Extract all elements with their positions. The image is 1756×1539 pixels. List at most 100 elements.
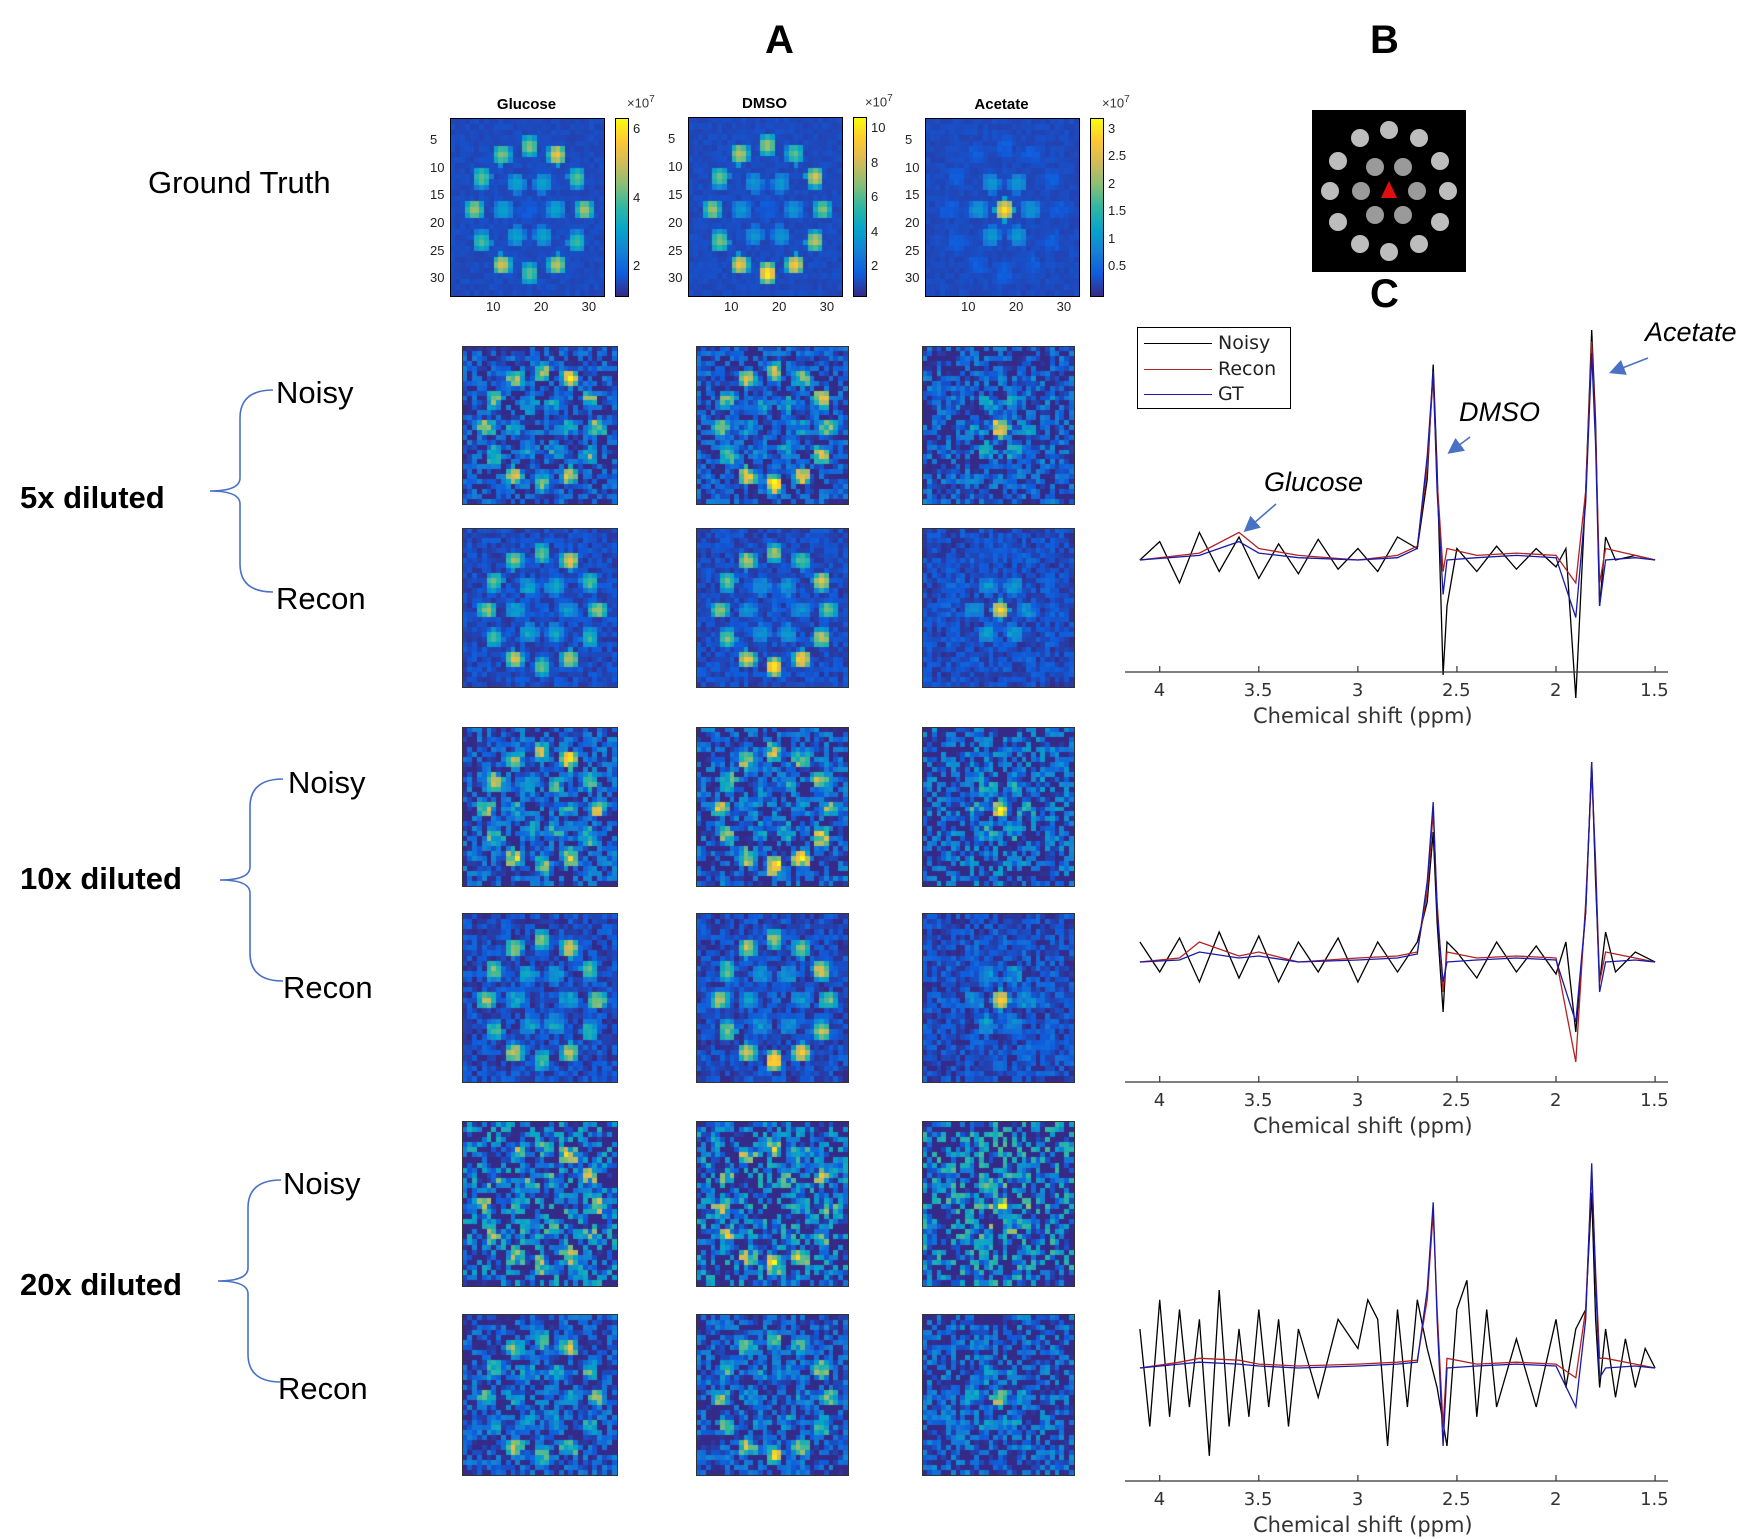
x-tick-label: 3.5 <box>1243 1090 1273 1111</box>
phantom-vial <box>1350 129 1369 148</box>
colorbar-tick: 2.5 <box>1108 148 1127 164</box>
phantom-vial <box>1439 182 1457 200</box>
colorbar-tick: 6 <box>871 189 879 204</box>
map-acetate-recon-10x <box>922 913 1075 1083</box>
brace-20x <box>217 1179 282 1383</box>
colorbar-acetate <box>1090 118 1104 297</box>
map-glucose-noisy-20x <box>462 1121 618 1287</box>
map-glucose-recon-20x <box>462 1314 618 1476</box>
arrow-dmso <box>1447 436 1471 454</box>
phantom-vial <box>1380 121 1398 139</box>
phantom-vial <box>1431 212 1450 231</box>
row-label-noisy-10x: Noisy <box>288 765 366 800</box>
phantom-vial <box>1380 243 1398 261</box>
x-tick-label: 1.5 <box>1640 680 1669 701</box>
map-y-tick: 15 <box>905 187 920 203</box>
map-x-tick: 30 <box>581 299 597 314</box>
phantom-vial <box>1409 234 1428 253</box>
map-x-tick: 20 <box>1008 299 1024 314</box>
gt-map-acetate <box>925 118 1080 297</box>
map-y-tick: 25 <box>905 242 920 258</box>
map-x-tick: 10 <box>724 299 739 314</box>
map-y-tick: 5 <box>430 132 438 148</box>
panel-letter-c: C <box>1370 272 1399 316</box>
gt-map-title-acetate: Acetate <box>974 96 1029 113</box>
x-tick-label: 3 <box>1351 1489 1364 1510</box>
x-tick-label: 1.5 <box>1640 1489 1669 1510</box>
x-tick-label: 1.5 <box>1640 1090 1669 1111</box>
colorbar-tick: 1 <box>1108 230 1116 246</box>
gt-map-dmso <box>688 117 843 297</box>
spectrum-line-gt <box>1139 761 1656 1023</box>
x-tick-label: 3.5 <box>1243 1489 1273 1510</box>
group-label-20x: 20x diluted <box>20 1267 182 1302</box>
colorbar-tick: 4 <box>871 223 879 239</box>
map-acetate-recon-5x <box>922 528 1075 688</box>
map-dmso-noisy-5x <box>696 346 849 505</box>
panel-letter-b: B <box>1370 18 1399 62</box>
annotation-glucose: Glucose <box>1264 467 1364 497</box>
phantom-vial <box>1408 182 1426 200</box>
map-glucose-noisy-5x <box>462 346 618 505</box>
group-label-5x: 5x diluted <box>20 480 165 515</box>
x-tick-label: 2.5 <box>1441 680 1471 701</box>
row-label-recon-5x: Recon <box>276 581 366 616</box>
phantom-vial <box>1394 157 1412 176</box>
colorbar-glucose <box>615 118 629 297</box>
map-glucose-noisy-10x <box>462 727 618 887</box>
x-tick-label: 4 <box>1153 1090 1166 1111</box>
colorbar-tick: 6 <box>633 121 641 136</box>
map-x-tick: 20 <box>533 299 549 314</box>
map-dmso-recon-20x <box>696 1314 849 1476</box>
colorbar-tick: 3 <box>1108 121 1116 136</box>
x-tick-label: 2.5 <box>1441 1090 1471 1111</box>
annotation-acetate: Acetate <box>1645 317 1737 347</box>
phantom-vial <box>1352 182 1370 200</box>
brace-10x <box>219 778 284 982</box>
phantom-vial <box>1394 206 1412 225</box>
map-y-tick: 10 <box>668 159 683 175</box>
ground-truth-label: Ground Truth <box>148 165 331 200</box>
colorbar-tick: 1.5 <box>1108 203 1127 219</box>
arrow-acetate <box>1609 357 1649 375</box>
colorbar-tick: 2 <box>633 258 641 273</box>
legend-item-noisy: Noisy <box>1138 331 1288 355</box>
map-y-tick: 30 <box>668 270 683 286</box>
legend-item-gt: GT <box>1138 382 1288 406</box>
colorbar-tick: 2 <box>1108 175 1116 191</box>
colorbar-tick: 4 <box>633 189 641 205</box>
voxel-marker <box>1381 181 1397 198</box>
map-y-tick: 15 <box>430 187 445 203</box>
map-x-tick: 20 <box>771 299 787 314</box>
colorbar-exponent: ×107 <box>627 94 655 111</box>
phantom-image <box>1312 110 1466 272</box>
map-dmso-noisy-10x <box>696 727 849 887</box>
x-tick-label: 4 <box>1153 680 1166 701</box>
colorbar-exponent: ×107 <box>865 93 893 110</box>
phantom-vial <box>1366 157 1384 176</box>
row-label-recon-10x: Recon <box>283 970 373 1005</box>
map-x-tick: 30 <box>1056 299 1072 314</box>
map-x-tick: 30 <box>819 299 835 314</box>
x-tick-label: 2 <box>1550 1489 1562 1510</box>
map-y-tick: 10 <box>430 159 445 175</box>
phantom-vial <box>1321 182 1339 200</box>
map-glucose-recon-5x <box>462 528 618 688</box>
x-axis-label: Chemical shift (ppm) <box>1253 1513 1473 1537</box>
phantom-vial <box>1350 234 1369 253</box>
map-y-tick: 5 <box>905 132 913 148</box>
panel-letter-a: A <box>765 18 794 62</box>
x-axis-label: Chemical shift (ppm) <box>1253 1114 1473 1138</box>
gt-map-title-glucose: Glucose <box>496 96 557 113</box>
map-dmso-noisy-20x <box>696 1121 849 1287</box>
colorbar-exponent: ×107 <box>1102 94 1130 111</box>
map-y-tick: 5 <box>668 131 676 147</box>
brace-5x <box>209 389 274 593</box>
row-label-recon-20x: Recon <box>278 1371 368 1406</box>
map-acetate-noisy-5x <box>922 346 1075 505</box>
legend-item-recon: Recon <box>1138 357 1288 381</box>
phantom-vial <box>1328 212 1347 231</box>
